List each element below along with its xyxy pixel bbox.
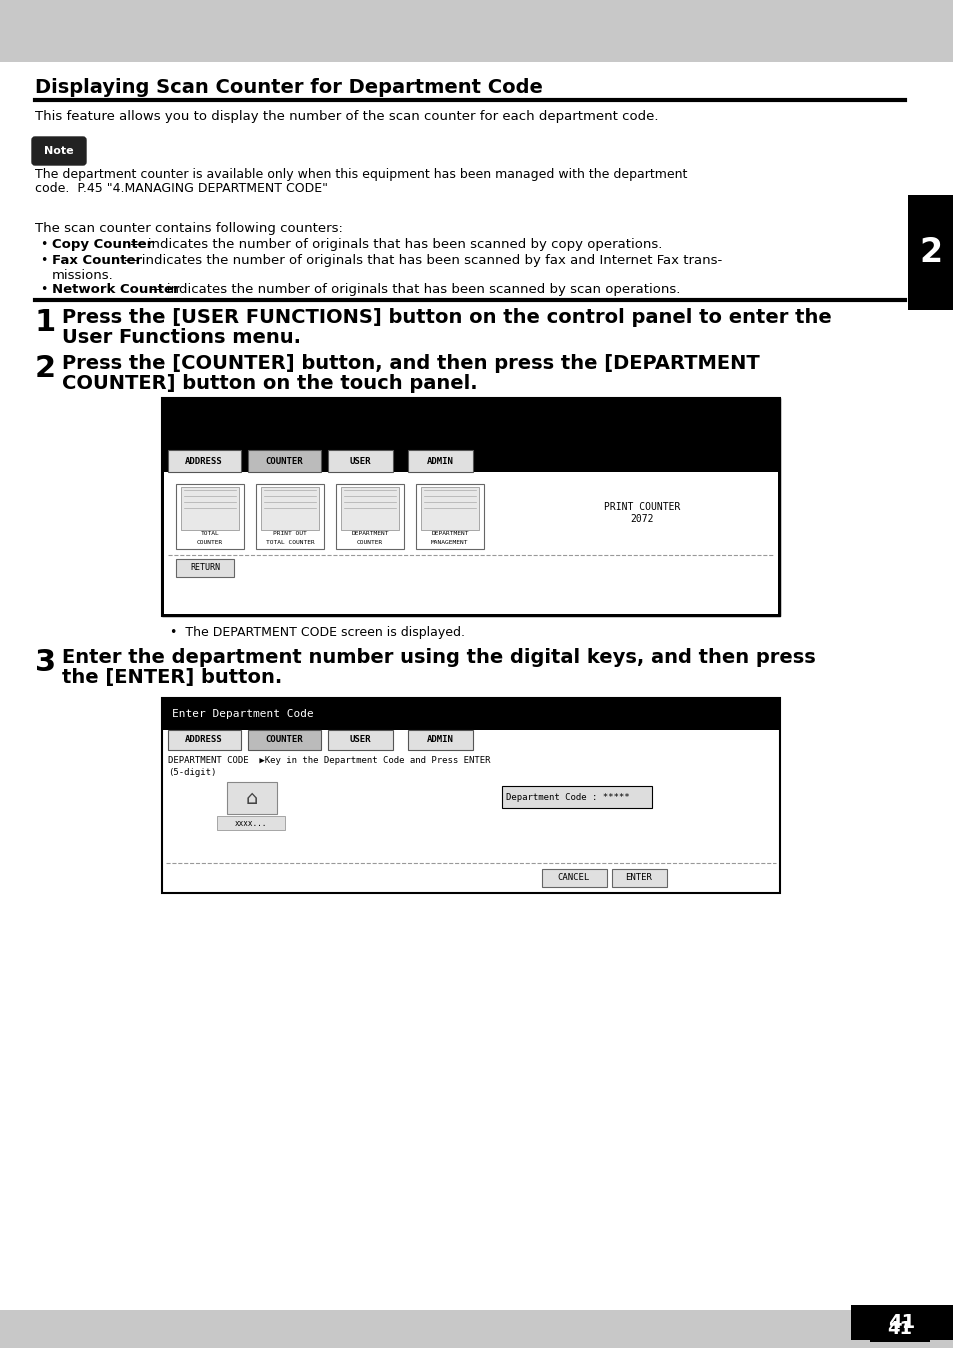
FancyBboxPatch shape: [32, 137, 86, 164]
Bar: [216, 816, 285, 830]
Text: ADMIN: ADMIN: [426, 736, 453, 744]
Text: COUNTER: COUNTER: [265, 457, 302, 465]
Text: USER: USER: [349, 736, 371, 744]
Text: missions.: missions.: [52, 270, 113, 282]
Text: This feature allows you to display the number of the scan counter for each depar: This feature allows you to display the n…: [35, 111, 658, 123]
Text: 2: 2: [35, 355, 56, 383]
Text: — indicates the number of originals that has been scanned by scan operations.: — indicates the number of originals that…: [145, 283, 679, 297]
Text: xxxx...: xxxx...: [234, 818, 267, 828]
Text: Fax Counter: Fax Counter: [52, 253, 142, 267]
Bar: [408, 450, 473, 472]
Bar: [162, 698, 780, 731]
Bar: [612, 869, 666, 887]
Text: ENTER: ENTER: [625, 874, 652, 883]
Text: MANAGEMENT: MANAGEMENT: [431, 541, 468, 545]
Bar: [162, 398, 780, 616]
Text: RETURN: RETURN: [190, 563, 220, 573]
Text: User Functions menu.: User Functions menu.: [62, 328, 301, 346]
Text: Press the [USER FUNCTIONS] button on the control panel to enter the: Press the [USER FUNCTIONS] button on the…: [62, 307, 831, 328]
Text: 2: 2: [919, 236, 942, 268]
Bar: [248, 450, 320, 472]
Bar: [164, 472, 778, 613]
Bar: [416, 484, 483, 549]
Text: •: •: [40, 253, 48, 267]
Bar: [255, 484, 324, 549]
Text: Enter Department Code: Enter Department Code: [172, 709, 314, 718]
Text: 1: 1: [35, 307, 56, 337]
Text: The department counter is available only when this equipment has been managed wi: The department counter is available only…: [35, 168, 687, 181]
Text: Department Code : *****: Department Code : *****: [505, 793, 629, 802]
Text: TOTAL: TOTAL: [200, 531, 219, 537]
Bar: [175, 559, 233, 577]
Bar: [168, 450, 241, 472]
Text: TOTAL COUNTER: TOTAL COUNTER: [265, 541, 314, 545]
Text: — indicates the number of originals that has been scanned by fax and Internet Fa: — indicates the number of originals that…: [120, 253, 721, 267]
Bar: [0, 1310, 953, 1348]
Bar: [408, 731, 473, 749]
Text: USER: USER: [349, 457, 371, 465]
Text: COUNTER: COUNTER: [196, 541, 223, 545]
Text: ADDRESS: ADDRESS: [185, 736, 223, 744]
Text: COUNTER: COUNTER: [356, 541, 383, 545]
Bar: [340, 487, 398, 530]
Bar: [501, 786, 651, 807]
Text: — indicates the number of originals that has been scanned by copy operations.: — indicates the number of originals that…: [126, 239, 662, 251]
Text: COUNTER: COUNTER: [265, 736, 302, 744]
Bar: [181, 487, 239, 530]
Text: DEPARTMENT: DEPARTMENT: [351, 531, 388, 537]
Text: ADDRESS: ADDRESS: [185, 457, 223, 465]
Text: the [ENTER] button.: the [ENTER] button.: [62, 669, 282, 687]
Bar: [175, 484, 244, 549]
Bar: [335, 484, 403, 549]
Text: 3: 3: [35, 648, 56, 677]
Bar: [168, 731, 241, 749]
Text: •: •: [40, 239, 48, 251]
Text: PRINT OUT: PRINT OUT: [273, 531, 307, 537]
Text: Copy Counter: Copy Counter: [52, 239, 153, 251]
Text: Displaying Scan Counter for Department Code: Displaying Scan Counter for Department C…: [35, 78, 542, 97]
Bar: [850, 1305, 953, 1340]
Bar: [869, 1316, 929, 1343]
Text: code.  P.45 "4.MANAGING DEPARTMENT CODE": code. P.45 "4.MANAGING DEPARTMENT CODE": [35, 182, 328, 195]
Text: DEPARTMENT: DEPARTMENT: [431, 531, 468, 537]
Text: Network Counter: Network Counter: [52, 283, 179, 297]
Text: •: •: [40, 283, 48, 297]
Text: COUNTER] button on the touch panel.: COUNTER] button on the touch panel.: [62, 373, 477, 394]
Bar: [907, 195, 953, 310]
Bar: [328, 731, 393, 749]
Bar: [248, 731, 320, 749]
Text: (5-digit): (5-digit): [168, 768, 216, 776]
Bar: [227, 782, 276, 814]
Bar: [0, 0, 953, 62]
Text: DEPARTMENT CODE  ▶Key in the Department Code and Press ENTER: DEPARTMENT CODE ▶Key in the Department C…: [168, 756, 490, 766]
Bar: [541, 869, 606, 887]
Bar: [420, 487, 478, 530]
Text: Enter the department number using the digital keys, and then press: Enter the department number using the di…: [62, 648, 815, 667]
Bar: [328, 450, 393, 472]
Text: 2072: 2072: [630, 514, 653, 524]
Text: CANCEL: CANCEL: [558, 874, 590, 883]
Text: ADMIN: ADMIN: [426, 457, 453, 465]
Text: Note: Note: [44, 146, 73, 156]
Text: 41: 41: [886, 1320, 911, 1339]
Text: 41: 41: [887, 1313, 915, 1332]
Text: The scan counter contains following counters:: The scan counter contains following coun…: [35, 222, 342, 235]
Bar: [261, 487, 318, 530]
Bar: [162, 698, 780, 892]
Bar: [162, 398, 780, 616]
Text: PRINT COUNTER: PRINT COUNTER: [603, 501, 679, 512]
Text: Press the [COUNTER] button, and then press the [DEPARTMENT: Press the [COUNTER] button, and then pre…: [62, 355, 759, 373]
Text: •  The DEPARTMENT CODE screen is displayed.: • The DEPARTMENT CODE screen is displaye…: [170, 625, 464, 639]
Text: ⌂: ⌂: [246, 789, 258, 807]
